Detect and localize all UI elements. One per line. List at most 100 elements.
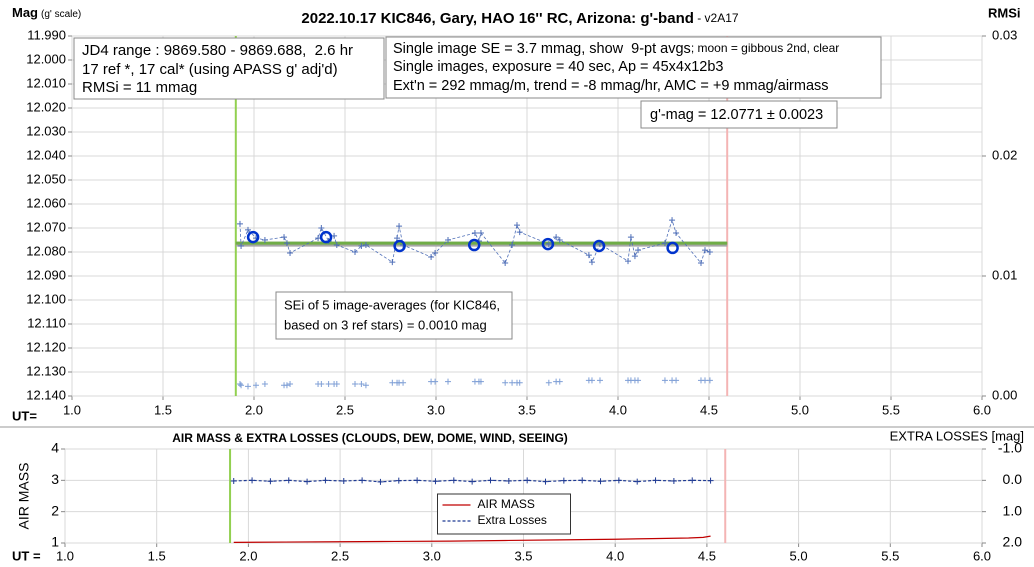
- data-point: [253, 382, 260, 389]
- data-point: [236, 381, 243, 387]
- data-point: [283, 240, 290, 247]
- annotation: based on 3 ref stars) = 0.0010 mag: [284, 317, 487, 332]
- data-point: [358, 381, 365, 387]
- data-point: [428, 254, 435, 261]
- data-point: [230, 477, 237, 484]
- data-point: [304, 478, 311, 485]
- data-point: [635, 377, 642, 384]
- y2-axis-label: EXTRA LOSSES [mag]: [890, 428, 1024, 443]
- data-point: [545, 379, 552, 386]
- data-point: [414, 477, 421, 484]
- data-point: [516, 379, 523, 386]
- x-tick-label: 4.0: [609, 402, 627, 417]
- annotation: JD4 range : 9869.580 - 9869.688, 2.6 hr: [82, 42, 353, 59]
- data-point: [524, 477, 531, 484]
- data-point: [635, 247, 642, 254]
- data-point: [333, 381, 340, 387]
- data-point: [432, 378, 439, 385]
- average-point: [393, 239, 406, 253]
- y2-tick-label: 0.00: [992, 387, 1017, 402]
- legend-label: AIR MASS: [478, 497, 535, 511]
- x-tick-label: 3.0: [423, 548, 441, 563]
- y-tick-label: 12.140: [26, 387, 66, 402]
- data-point: [706, 377, 713, 384]
- data-point: [596, 377, 603, 384]
- y-tick-label: 12.050: [26, 171, 66, 186]
- plot-layer: 1.0 1.5 2.0 2.5 3.0 3.5 4.0 4.5 5.0 5.5 6.0 11.990 1…: [26, 27, 1022, 563]
- average-point: [541, 237, 555, 251]
- data-point: [707, 477, 714, 484]
- x-tick-label: 5.0: [790, 548, 808, 563]
- data-point: [509, 242, 516, 249]
- data-point: [669, 217, 676, 224]
- data-point: [445, 378, 452, 385]
- annotation-part: Single image SE = 3.7 mmag, show 9-pt av…: [393, 41, 691, 57]
- x-tick-label: 1.5: [154, 402, 172, 417]
- data-point: [322, 477, 329, 484]
- data-point: [238, 243, 245, 249]
- x-tick-label: 5.5: [882, 402, 900, 417]
- data-point: [661, 240, 668, 247]
- y-tick-label: 11.990: [27, 27, 66, 42]
- x-tick-label: 4.5: [700, 402, 718, 417]
- data-point: [377, 478, 384, 485]
- y2-tick-label: 0.01: [992, 267, 1017, 282]
- data-point: [352, 249, 359, 255]
- y-tick-label: 12.010: [26, 75, 66, 90]
- data-point: [267, 478, 274, 485]
- x-tick-label: 1.0: [63, 402, 81, 417]
- annotation-part: ; moon = gibbous 2nd, clear: [691, 41, 839, 55]
- data-point: [579, 477, 586, 484]
- average-point: [246, 230, 260, 244]
- x-tick-label: 6.0: [973, 548, 991, 563]
- x-tick-label: 2.0: [245, 402, 263, 417]
- data-point: [469, 478, 476, 485]
- y-tick-label: 12.040: [26, 147, 66, 162]
- y-tick-label: 12.080: [26, 243, 66, 258]
- y2-tick-label: 1.0: [1003, 502, 1023, 518]
- data-point: [389, 259, 396, 266]
- legend: [437, 493, 571, 535]
- x-tick-label: 3.0: [427, 402, 445, 417]
- data-point: [445, 237, 452, 243]
- data-point: [597, 478, 604, 485]
- data-point: [396, 223, 403, 230]
- data-point: [556, 378, 563, 385]
- data-point: [627, 234, 634, 241]
- data-point: [281, 234, 288, 241]
- annotation: Ext'n = 292 mmag/m, trend = -8 mmag/hr, …: [393, 78, 829, 94]
- average-point: [592, 239, 606, 253]
- data-point: [395, 477, 402, 484]
- y-tick-label: 1: [51, 534, 59, 550]
- data-point: [689, 477, 696, 484]
- info-box: [73, 37, 385, 100]
- data-point: [359, 477, 366, 484]
- data-point: [505, 477, 512, 484]
- data-point: [287, 381, 294, 387]
- y-tick-label: 2: [51, 502, 59, 518]
- data-point: [661, 377, 668, 384]
- x-tick-label: 3.5: [514, 548, 532, 563]
- y2-tick-label: 0.02: [992, 147, 1017, 162]
- chart-title: 2022.10.17 KIC846, Gary, HAO 16'' RC, Ar…: [301, 10, 739, 27]
- data-point: [477, 378, 484, 385]
- y-tick-label: 12.000: [26, 51, 66, 66]
- data-point: [516, 229, 523, 236]
- y-axis-label: AIR MASS: [16, 463, 32, 530]
- y2-tick-label: 0.0: [1003, 471, 1023, 487]
- data-point: [318, 225, 325, 231]
- data-point: [701, 247, 708, 254]
- sei-box: [275, 291, 513, 340]
- y-tick-label: 12.070: [26, 219, 66, 234]
- data-point: [588, 377, 595, 384]
- data-point: [673, 377, 680, 384]
- y-tick-label: 12.100: [26, 291, 66, 306]
- y-tick-label: 12.060: [26, 195, 66, 210]
- data-point: [553, 234, 560, 241]
- data-point: [588, 259, 595, 266]
- y-tick-label: 12.020: [26, 99, 66, 114]
- y-tick-label: 3: [51, 471, 59, 487]
- data-point: [285, 477, 292, 484]
- data-point: [261, 237, 268, 243]
- data-point: [545, 241, 552, 248]
